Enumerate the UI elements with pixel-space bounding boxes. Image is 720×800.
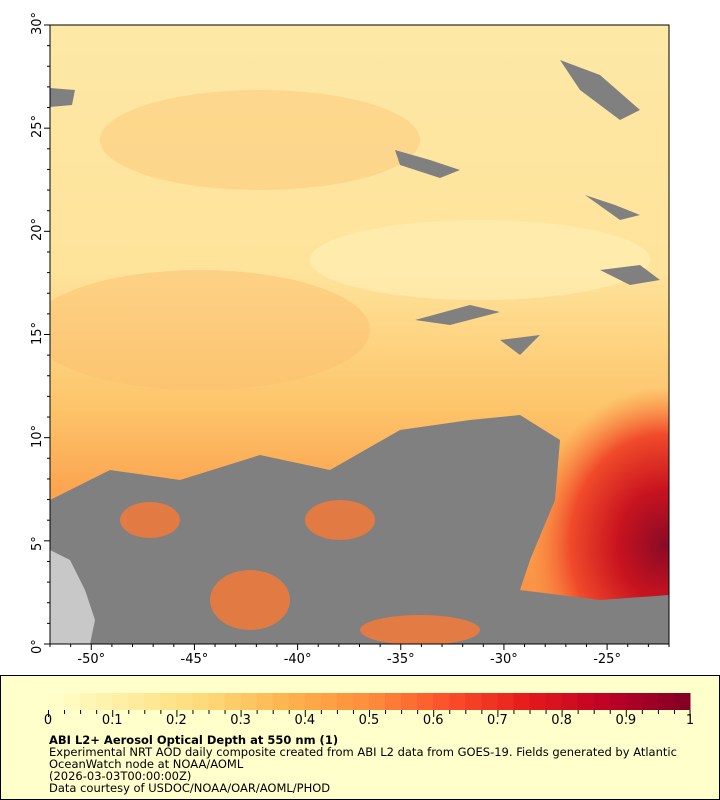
aod-map — [44, 24, 670, 650]
colorbar-bin — [481, 693, 498, 710]
colorbar-bin — [593, 693, 611, 710]
colorbar-bin — [208, 693, 226, 710]
land-south-america — [50, 550, 95, 644]
colorbar-bin — [609, 693, 627, 710]
colorbar-bin — [336, 693, 354, 710]
colorbar-bin — [641, 693, 659, 710]
x-tick-label: -30° — [490, 652, 518, 667]
colorbar-bin — [433, 693, 450, 710]
colorbar-bin — [673, 693, 691, 710]
legend-description-2: OceanWatch node at NOAA/AOML — [49, 757, 244, 771]
colorbar-tick-label: 0 — [43, 713, 53, 728]
x-tick-label: -40° — [283, 652, 312, 667]
colorbar-bin — [48, 693, 65, 710]
colorbar-bin — [224, 693, 242, 710]
colorbar-tick-label: 0.4 — [294, 713, 316, 728]
colorbar-bin — [465, 693, 482, 710]
colorbar-tick-label: 0.1 — [101, 713, 123, 728]
colorbar-bin — [545, 693, 563, 710]
colorbar-bin — [352, 693, 370, 710]
colorbar-tick-label: 0.7 — [487, 713, 508, 728]
colorbar-bin — [112, 693, 129, 710]
colorbar-bin — [529, 693, 547, 710]
legend-panel: 0 0.1 0.2 0.3 0.4 0.5 0.6 0.7 0.8 0.9 1 ABI L2+ Ae… — [0, 675, 720, 800]
colorbar-bin — [176, 693, 193, 710]
colorbar-bin — [64, 693, 81, 710]
y-tick-label: 25° — [30, 115, 45, 139]
x-tick-label: -45° — [180, 652, 209, 667]
colorbar-bin — [144, 693, 161, 710]
legend-time: (2026-03-03T00:00:00Z) — [49, 769, 192, 783]
colorbar-bin — [160, 693, 177, 710]
x-tick-label: -25° — [593, 652, 621, 667]
colorbar-bin — [417, 693, 434, 710]
colorbar-tick-label: 0.9 — [615, 713, 637, 728]
y-tick-label: 0° — [30, 639, 45, 654]
y-tick-label: 15° — [30, 321, 45, 345]
colorbar-bin — [304, 693, 322, 710]
colorbar-bin — [128, 693, 145, 710]
colorbar-tick-label: 0.8 — [551, 713, 572, 728]
colorbar-tick-label: 0.3 — [230, 713, 251, 728]
colorbar-bin — [513, 693, 530, 710]
y-tick-label: 20° — [30, 218, 45, 242]
y-tick-label: 5° — [30, 536, 45, 551]
colorbar-tick-label: 1 — [685, 713, 695, 728]
colorbar-bin — [320, 693, 338, 710]
y-tick-label: 30° — [30, 11, 45, 35]
x-tick-label: -50° — [77, 652, 106, 667]
colorbar — [48, 693, 691, 717]
colorbar-bin — [385, 693, 402, 710]
colorbar-bin — [625, 693, 643, 710]
colorbar-bin — [369, 693, 386, 710]
colorbar-tick-label: 0.2 — [166, 713, 187, 728]
colorbar-bin — [449, 693, 466, 710]
colorbar-bin — [192, 693, 209, 710]
legend-description-1: Experimental NRT AOD daily composite cre… — [49, 745, 677, 759]
x-tick-label: -35° — [386, 652, 415, 667]
colorbar-bin — [240, 693, 258, 710]
colorbar-bin — [401, 693, 418, 710]
colorbar-bin — [561, 693, 579, 710]
colorbar-bin — [657, 693, 675, 710]
colorbar-bin — [96, 693, 113, 710]
legend-credit: Data courtesy of USDOC/NOAA/OAR/AOML/PHO… — [49, 781, 331, 795]
colorbar-bin — [288, 693, 306, 710]
legend-title: ABI L2+ Aerosol Optical Depth at 550 nm … — [49, 733, 339, 747]
colorbar-bin — [577, 693, 595, 710]
colorbar-bin — [272, 693, 290, 710]
colorbar-bin — [256, 693, 274, 710]
colorbar-tick-label: 0.6 — [422, 713, 444, 728]
colorbar-bin — [80, 693, 97, 710]
y-tick-label: 10° — [30, 424, 45, 448]
colorbar-bin — [497, 693, 514, 710]
colorbar-tick-label: 0.5 — [358, 713, 380, 728]
